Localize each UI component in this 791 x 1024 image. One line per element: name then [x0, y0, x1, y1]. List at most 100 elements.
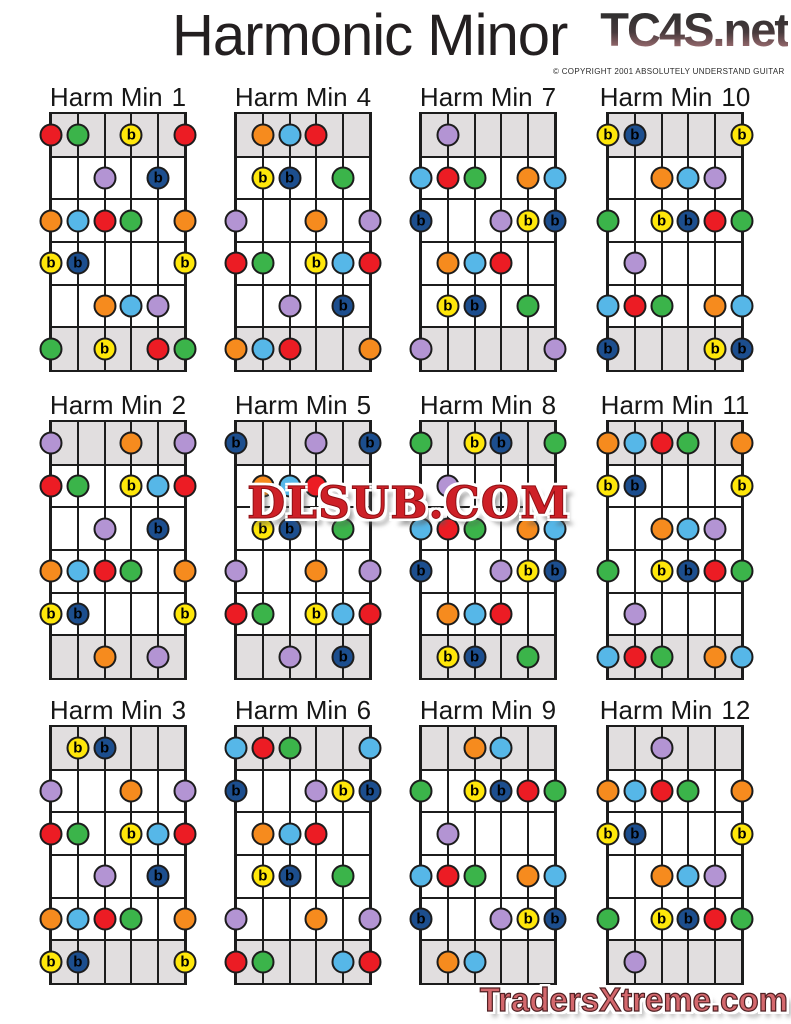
fret-line: [421, 854, 555, 856]
diagram-harm-min-7: Harm Min 7 b b b b b: [409, 84, 567, 372]
fret-line: [236, 811, 370, 814]
note-dot-yellow: b: [436, 294, 460, 318]
string-line: [342, 422, 345, 678]
note-dot-purple: [703, 864, 727, 888]
note-dot-red: [703, 209, 727, 233]
note-dot-yellow: b: [173, 602, 197, 626]
note-dot-yellow: b: [39, 251, 63, 275]
fret-line: [608, 463, 742, 466]
note-dot-lightblue: [66, 209, 90, 233]
note-dot-red: [650, 431, 674, 455]
string-line: [315, 422, 318, 678]
fret-line: [51, 549, 185, 551]
note-dot-yellow: b: [119, 123, 143, 147]
fret-line: [421, 634, 555, 637]
note-dot-green: [543, 779, 567, 803]
diagram-number: 2: [171, 390, 187, 420]
note-dot-orange: [93, 294, 117, 318]
fret-line: [236, 283, 370, 286]
diagram-number: 1: [171, 82, 187, 112]
diagram-number: 7: [541, 82, 557, 112]
note-dot-red: [93, 907, 117, 931]
string-line: [633, 114, 636, 370]
string-line: [261, 422, 264, 678]
fret-line: [236, 198, 370, 201]
note-dot-navy: b: [623, 822, 647, 846]
string-line: [660, 727, 663, 983]
note-dot-red: [251, 736, 275, 760]
note-dot-navy: b: [93, 736, 117, 760]
note-dot-navy: b: [489, 431, 513, 455]
diagram-harm-min-6: Harm Min 6 b b b b b: [224, 697, 382, 985]
string-line: [554, 727, 556, 983]
fret-line: [51, 591, 185, 594]
string-line: [157, 727, 160, 983]
string-line: [687, 727, 690, 983]
fret-line: [608, 811, 742, 814]
note-dot-lightblue: [119, 294, 143, 318]
note-dot-red: [358, 251, 382, 275]
note-dot-yellow: b: [516, 209, 540, 233]
note-dot-purple: [358, 209, 382, 233]
diagram-number: 9: [541, 695, 557, 725]
string-line: [130, 422, 133, 678]
fret-line: [236, 506, 370, 509]
note-dot-navy: b: [66, 950, 90, 974]
note-dot-yellow: b: [730, 822, 754, 846]
note-dot-navy: b: [224, 431, 248, 455]
diagram-title: Harm Min 7: [414, 84, 562, 111]
copyright-text: © COPYRIGHT 2001 ABSOLUTELY UNDERSTAND G…: [553, 67, 785, 76]
diagram-harm-min-5: Harm Min 5 b b b b b b: [224, 392, 382, 680]
string-line: [473, 422, 476, 678]
note-dot-purple: [304, 431, 328, 455]
note-dot-red: [436, 517, 460, 541]
note-dot-navy: b: [331, 294, 355, 318]
note-dot-navy: b: [146, 166, 170, 190]
note-dot-yellow: b: [596, 123, 620, 147]
diagram-number: 10: [721, 82, 751, 112]
note-dot-red: [623, 294, 647, 318]
fret-line: [608, 241, 742, 243]
note-dot-lightblue: [409, 166, 433, 190]
note-dot-green: [251, 602, 275, 626]
fret-line: [608, 198, 742, 201]
string-line: [660, 422, 663, 678]
fret-line: [421, 198, 555, 201]
note-dot-purple: [93, 517, 117, 541]
note-dot-red: [358, 950, 382, 974]
top-fret-band: [236, 422, 370, 465]
note-dot-green: [331, 517, 355, 541]
note-dot-purple: [93, 166, 117, 190]
note-dot-green: [543, 431, 567, 455]
string-line: [527, 727, 530, 983]
string-line: [50, 114, 52, 370]
note-dot-green: [596, 907, 620, 931]
note-dot-purple: [436, 822, 460, 846]
note-dot-green: [516, 645, 540, 669]
diagram-number: 11: [722, 390, 750, 420]
fret-line: [51, 463, 185, 466]
string-line: [446, 114, 449, 370]
fret-line: [608, 549, 742, 551]
string-line: [235, 114, 237, 370]
diagram-harm-min-1: Harm Min 1 b b b b b b: [39, 82, 197, 372]
note-dot-yellow: b: [251, 517, 275, 541]
note-dot-purple: [703, 166, 727, 190]
note-dot-navy: b: [224, 779, 248, 803]
string-line: [288, 422, 291, 678]
fret-line: [236, 155, 370, 158]
note-dot-navy: b: [278, 517, 302, 541]
note-dot-orange: [39, 559, 63, 583]
string-line: [157, 114, 160, 370]
note-dot-yellow: b: [596, 474, 620, 498]
note-dot-orange: [173, 559, 197, 583]
string-line: [473, 114, 476, 370]
note-dot-purple: [489, 209, 513, 233]
note-dot-navy: b: [543, 559, 567, 583]
